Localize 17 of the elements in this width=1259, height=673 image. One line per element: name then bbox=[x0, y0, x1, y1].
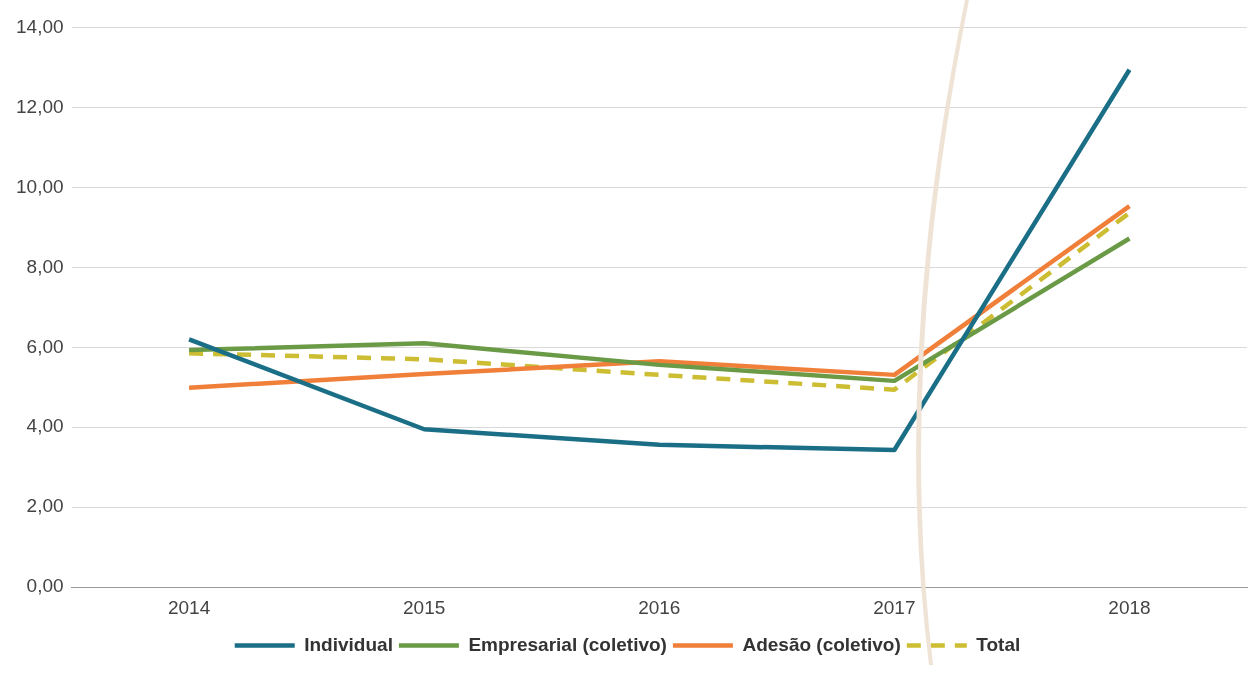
legend-label: Individual bbox=[304, 633, 393, 655]
y-tick-label: 14,00 bbox=[16, 15, 64, 37]
legend-label: Empresarial (coletivo) bbox=[468, 633, 667, 655]
y-tick-label: 0,00 bbox=[26, 575, 64, 597]
x-tick-label: 2014 bbox=[167, 596, 211, 618]
x-tick-label: 2018 bbox=[1108, 596, 1151, 618]
x-tick-label: 2016 bbox=[638, 596, 681, 618]
y-tick-label: 2,00 bbox=[26, 495, 64, 517]
x-tick-label: 2017 bbox=[873, 596, 916, 618]
x-tick-label: 2015 bbox=[403, 596, 446, 618]
y-tick-label: 12,00 bbox=[16, 95, 64, 117]
legend-label: Adesão (coletivo) bbox=[742, 633, 901, 655]
y-tick-label: 8,00 bbox=[26, 255, 64, 277]
y-tick-label: 10,00 bbox=[16, 175, 64, 197]
legend-label: Total bbox=[976, 633, 1021, 655]
y-tick-label: 4,00 bbox=[26, 415, 64, 437]
y-tick-label: 6,00 bbox=[26, 335, 64, 357]
